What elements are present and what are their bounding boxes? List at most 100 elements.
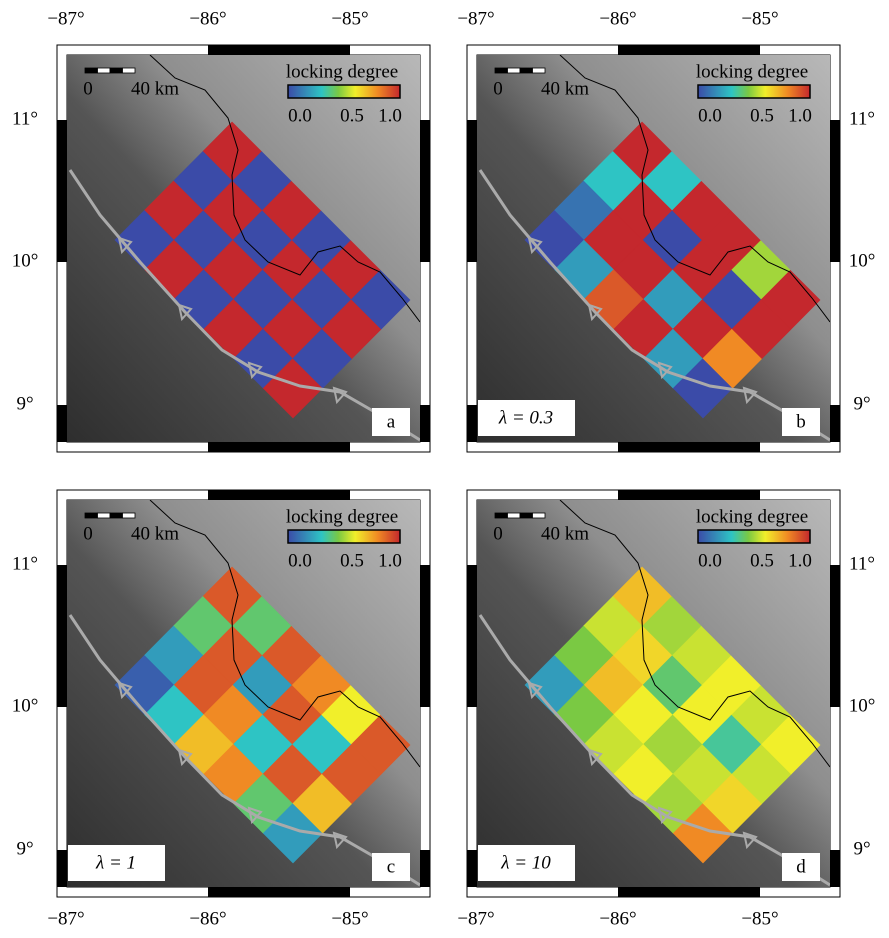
colorbar-title: locking degree — [696, 61, 808, 82]
scale-end: 40 km — [541, 78, 589, 99]
colorbar-tick-label: 1.0 — [788, 105, 812, 126]
colorbar-tick-label: 0.5 — [340, 550, 364, 571]
map — [67, 500, 420, 887]
colorbar — [698, 530, 810, 543]
frame-tick — [618, 45, 760, 55]
latitude-label: 10° — [849, 250, 876, 271]
scale-segment — [85, 513, 98, 518]
colorbar — [288, 530, 400, 543]
map — [477, 55, 830, 442]
map-panel: 040 kmlocking degree0.00.51.0a−87°−86°−8… — [12, 8, 430, 452]
scale-segment — [508, 68, 521, 73]
frame-tick — [830, 405, 840, 442]
scale-start: 0 — [493, 78, 503, 99]
colorbar-tick-label: 0.0 — [698, 550, 722, 571]
longitude-label: −85° — [741, 8, 778, 29]
colorbar-tick-label: 0.0 — [288, 550, 312, 571]
scale-start: 0 — [83, 78, 93, 99]
colorbar — [288, 85, 400, 98]
latitude-label: 10° — [849, 695, 876, 716]
latitude-label: 10° — [12, 250, 39, 271]
scale-segment — [110, 513, 123, 518]
frame-tick — [618, 887, 760, 897]
longitude-label: −85° — [331, 908, 368, 929]
longitude-label: −85° — [331, 8, 368, 29]
longitude-label: −85° — [741, 908, 778, 929]
frame-tick — [618, 490, 760, 500]
scale-segment — [495, 513, 508, 518]
scale-segment — [520, 513, 533, 518]
scale-segment — [520, 68, 533, 73]
latitude-label: 9° — [16, 393, 33, 414]
latitude-label: 11° — [849, 553, 875, 574]
map-panel: 0 40 km locking degree 0.0 0.5 1.0 c λ = 1 −87° −… — [12, 490, 430, 929]
scale-end: 40 km — [131, 523, 179, 544]
frame-tick — [467, 850, 477, 887]
longitude-label: −86° — [189, 8, 226, 29]
longitude-label: −87° — [47, 908, 84, 929]
colorbar-tick-label: 0.5 — [750, 550, 774, 571]
frame-tick — [57, 565, 67, 707]
lambda-label: λ = 0.3 — [498, 407, 553, 428]
colorbar-tick-label: 1.0 — [788, 550, 812, 571]
scale-start: 0 — [83, 523, 93, 544]
panel-letter: c — [387, 856, 395, 877]
scale-start: 0 — [493, 523, 503, 544]
panel-letter: b — [796, 411, 806, 432]
scale-segment — [495, 68, 508, 73]
frame-tick — [57, 405, 67, 442]
panel-letter: a — [387, 411, 396, 432]
frame-tick — [420, 120, 430, 262]
frame-tick — [830, 565, 840, 707]
colorbar-tick-label: 1.0 — [378, 550, 402, 571]
scale-end: 40 km — [131, 78, 179, 99]
longitude-label: −86° — [599, 8, 636, 29]
map-panel: 0 40 km locking degree 0.0 0.5 1.0 b λ = 0.3 −87… — [457, 8, 875, 452]
frame-tick — [208, 490, 350, 500]
frame-tick — [830, 120, 840, 262]
latitude-label: 11° — [12, 553, 38, 574]
longitude-label: −86° — [189, 908, 226, 929]
scale-segment — [98, 513, 111, 518]
frame-tick — [830, 850, 840, 887]
frame-tick — [467, 405, 477, 442]
frame-tick — [57, 120, 67, 262]
longitude-label: −86° — [599, 908, 636, 929]
frame-tick — [467, 565, 477, 707]
colorbar-title: locking degree — [286, 61, 398, 82]
colorbar-tick-label: 0.5 — [340, 105, 364, 126]
figure: 0 40 km locking degree 0.0 0.5 1.0 a −87° −86° −8… — [0, 0, 889, 938]
latitude-label: 9° — [853, 838, 870, 859]
scale-segment — [110, 68, 123, 73]
panel-letter: d — [796, 856, 806, 877]
latitude-label: 9° — [853, 393, 870, 414]
scale-segment — [508, 513, 521, 518]
frame-tick — [618, 442, 760, 452]
latitude-label: 10° — [12, 695, 39, 716]
scale-segment — [98, 68, 111, 73]
frame-tick — [467, 120, 477, 262]
colorbar-tick-label: 0.0 — [698, 105, 722, 126]
frame-tick — [208, 45, 350, 55]
map — [477, 500, 830, 887]
lambda-label: λ = 10 — [500, 852, 551, 873]
latitude-label: 11° — [12, 108, 38, 129]
scale-segment — [85, 68, 98, 73]
lambda-label: λ = 1 — [95, 852, 136, 873]
scale-segment — [123, 68, 136, 73]
longitude-label: −87° — [457, 908, 494, 929]
latitude-label: 9° — [16, 838, 33, 859]
frame-tick — [420, 565, 430, 707]
scale-segment — [123, 513, 136, 518]
colorbar-title: locking degree — [286, 506, 398, 527]
frame-tick — [208, 442, 350, 452]
longitude-label: −87° — [47, 8, 84, 29]
frame-tick — [420, 850, 430, 887]
latitude-label: 11° — [849, 108, 875, 129]
map — [67, 55, 420, 442]
colorbar-tick-label: 0.0 — [288, 105, 312, 126]
colorbar-tick-label: 0.5 — [750, 105, 774, 126]
longitude-label: −87° — [457, 8, 494, 29]
colorbar-title: locking degree — [696, 506, 808, 527]
